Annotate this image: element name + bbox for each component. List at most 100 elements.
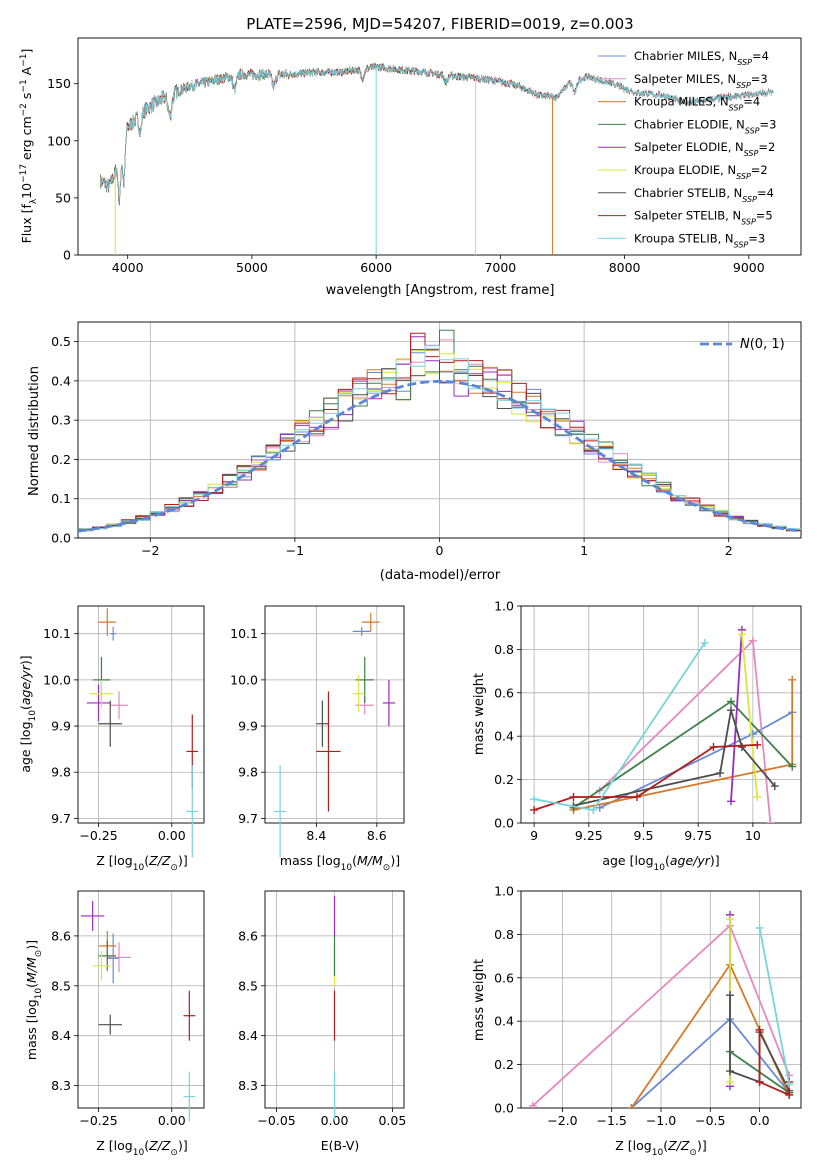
weight-marker-chabrier-stelib [737,743,746,752]
weight-marker-salpeter-stelib [530,805,539,814]
y-tick-label: 9.9 [238,719,258,734]
y-tick-label: 0.2 [494,1057,514,1072]
mass_vs_Z-axes: −0.25 0.00 8.3 8.4 8.5 8.6 [51,890,205,1128]
weight-marker-chabrier-stelib [716,769,725,778]
weight-marker-salpeter-miles [748,636,757,645]
mwZ-x-label: Z [log10(Z/Z⊙)] [615,1138,706,1158]
weight-marker-chabrier-stelib [727,706,735,715]
weight-marker-salpeter-stelib [755,1025,764,1034]
hist-y-label: Normed distribution [27,366,42,496]
weight-marker-kroupa-stelib [700,638,709,647]
y-tick-label: 8.5 [238,978,258,993]
weight-marker-kroupa-elodie [753,792,762,801]
y-tick-label: 0.2 [51,452,71,467]
weight-marker-salpeter-stelib [569,792,578,801]
spectrum-line-kroupa-stelib [100,63,774,205]
legend-entry-chabrier-miles: Chabrier MILES, NSSP=4 [634,49,769,67]
weight-marker-salpeter-miles [766,819,775,823]
x-tick-label: 1 [580,543,588,558]
y-tick-label: 0.2 [494,772,514,787]
y-tick-label: 0.0 [494,1101,514,1116]
y-tick-label: 10.1 [230,626,258,641]
y-tick-label: 9.7 [238,811,258,826]
spectrum-y-label: Flux [fλ10−17 erg cm−2 s−1 A−1] [19,49,39,244]
age_vs_mass-points [274,612,395,858]
axes-frame [520,890,802,1109]
y-tick-label: 0.1 [51,491,71,506]
weight-marker-kroupa-stelib [755,923,764,932]
y-tick-label: 0.8 [494,927,514,942]
y-tick-label: 10.1 [43,626,71,641]
weight-marker-salpeter-elodie [727,797,735,806]
weight-marker-kroupa-stelib [785,1080,794,1089]
mwAge-x-label: age [log10(age/yr)] [602,853,719,873]
y-tick-label: 0 [63,248,71,263]
legend-entry-kroupa-stelib: Kroupa STELIB, NSSP=3 [634,231,765,249]
axes-frame [77,890,205,1109]
x-tick-label: −0.05 [257,1113,295,1128]
x-tick-label: 2 [725,543,733,558]
y-tick-label: 8.3 [238,1078,258,1093]
y-tick-label: 8.4 [238,1028,258,1043]
x-tick-label: −2 [141,543,159,558]
massZ-y-label: mass [log10(M/M⊙)] [24,940,44,1060]
x-tick-label: −1.5 [597,1113,627,1128]
mass_weight_vs_age-axes: 9 9.25 9.5 9.75 10 0.0 0.2 0.4 0.6 0.8 1.0 [494,599,802,843]
spectrum-x-label: wavelength [Angstrom, rest frame] [326,283,555,298]
ageZ-y-label: age [log10(age/yr)] [18,655,38,772]
weight-marker-kroupa-elodie [737,630,746,639]
y-tick-label: 0.4 [494,1014,514,1029]
x-tick-label: 9000 [733,260,765,275]
y-tick-label: 50 [55,190,71,205]
y-tick-label: 150 [47,76,71,91]
age_vs_Z-axes: −0.25 0.00 9.7 9.8 9.9 10.0 10.1 [43,605,205,843]
y-tick-label: 0.3 [51,413,71,428]
y-tick-label: 1.0 [494,884,514,899]
x-tick-label: 10 [745,828,761,843]
x-tick-label: 0.00 [158,828,186,843]
x-tick-label: 4000 [112,260,144,275]
x-tick-label: 9 [530,828,538,843]
mass_weight_vs_Z-lines [528,910,794,1108]
mass_vs_Z-points [80,900,196,1122]
y-tick-label: 8.6 [238,928,258,943]
weight-marker-kroupa-miles [627,1104,636,1108]
ageM-x-label: mass [log10(M/M⊙)] [280,853,400,873]
legend-entry-salpeter-miles: Salpeter MILES, NSSP=3 [634,72,768,90]
x-tick-label: 0.00 [158,1113,186,1128]
y-tick-label: 0.6 [494,685,514,700]
histograms [78,329,801,533]
x-tick-label: −2.0 [547,1113,577,1128]
weight-line-salpeter-stelib [758,1029,791,1097]
legend-entry-salpeter-stelib: Salpeter STELIB, NSSP=5 [634,209,773,227]
y-tick-label: 8.6 [51,928,71,943]
x-tick-label: −0.25 [79,828,117,843]
legend-entry-salpeter-elodie: Salpeter ELODIE, NSSP=2 [634,140,775,158]
weight-marker-chabrier-stelib [770,782,779,791]
figure-title: PLATE=2596, MJD=54207, FIBERID=0019, z=0… [246,15,633,33]
x-tick-label: 8000 [609,260,641,275]
x-tick-label: 8.4 [306,828,326,843]
axes-frame [520,605,802,824]
spectrum-axes: 4000 5000 6000 7000 8000 9000 0 50 100 150 [47,37,802,275]
age_vs_Z-points [86,608,199,858]
x-tick-label: 8.6 [367,828,387,843]
axes-frame [77,37,802,256]
weight-marker-salpeter-stelib [632,792,641,801]
y-tick-label: 0.6 [494,970,514,985]
x-tick-label: −1.0 [646,1113,676,1128]
x-tick-label: 9.5 [634,828,654,843]
y-tick-label: 0.0 [51,531,71,546]
x-tick-label: 9.25 [575,828,603,843]
weight-marker-salpeter-stelib [709,743,718,752]
ageZ-x-label: Z [log10(Z/Z⊙)] [96,853,187,873]
y-tick-label: 9.7 [51,811,71,826]
weight-marker-kroupa-stelib [589,805,598,814]
weight-marker-chabrier-elodie [788,762,797,771]
axes-frame [77,605,205,824]
weight-marker-kroupa-elodie [726,1077,735,1086]
y-tick-label: 0.5 [51,334,71,349]
y-tick-label: 8.5 [51,978,71,993]
weight-marker-kroupa-elodie [726,915,735,924]
